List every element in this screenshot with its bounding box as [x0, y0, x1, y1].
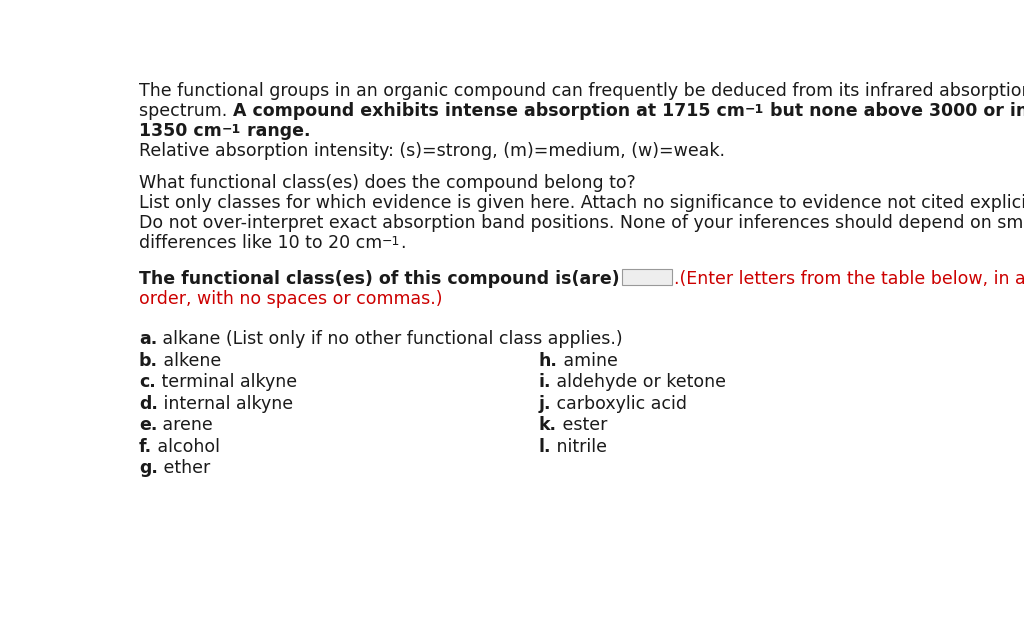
Text: −1: −1	[744, 103, 764, 116]
Text: aldehyde or ketone: aldehyde or ketone	[551, 373, 726, 391]
Text: g.: g.	[139, 459, 158, 478]
Text: .: .	[400, 234, 406, 252]
Text: i.: i.	[539, 373, 551, 391]
Text: e.: e.	[139, 417, 158, 434]
Text: amine: amine	[558, 352, 617, 370]
Text: a.: a.	[139, 330, 157, 348]
Text: k.: k.	[539, 417, 557, 434]
Text: −1: −1	[382, 235, 400, 248]
Text: c.: c.	[139, 373, 156, 391]
Text: 1350 cm: 1350 cm	[139, 122, 221, 140]
Text: nitrile: nitrile	[551, 438, 607, 456]
Text: h.: h.	[539, 352, 558, 370]
Text: differences like 10 to 20 cm: differences like 10 to 20 cm	[139, 234, 382, 252]
Text: ester: ester	[557, 417, 607, 434]
Text: internal alkyne: internal alkyne	[158, 395, 293, 413]
Text: but none above 3000 or in the 1000-: but none above 3000 or in the 1000-	[764, 102, 1024, 120]
Text: range.: range.	[241, 122, 310, 140]
Text: alkane (List only if no other functional class applies.): alkane (List only if no other functional…	[157, 330, 623, 348]
Text: f.: f.	[139, 438, 152, 456]
Text: alkene: alkene	[158, 352, 221, 370]
Text: Relative absorption intensity: (s)=strong, (m)=medium, (w)=weak.: Relative absorption intensity: (s)=stron…	[139, 142, 725, 160]
Text: order, with no spaces or commas.): order, with no spaces or commas.)	[139, 290, 442, 308]
Text: List only classes for which evidence is given here. Attach no significance to ev: List only classes for which evidence is …	[139, 194, 1024, 212]
Text: carboxylic acid: carboxylic acid	[551, 395, 687, 413]
Text: Do not over-interpret exact absorption band positions. None of your inferences s: Do not over-interpret exact absorption b…	[139, 214, 1024, 232]
Text: The functional class(es) of this compound is(are): The functional class(es) of this compoun…	[139, 270, 620, 288]
Text: ether: ether	[158, 459, 210, 478]
Text: b.: b.	[139, 352, 158, 370]
Text: terminal alkyne: terminal alkyne	[156, 373, 297, 391]
Text: What functional class(es) does the compound belong to?: What functional class(es) does the compo…	[139, 174, 636, 192]
Text: alcohol: alcohol	[152, 438, 220, 456]
Text: A compound exhibits intense absorption at 1715 cm: A compound exhibits intense absorption a…	[232, 102, 744, 120]
Text: The functional groups in an organic compound can frequently be deduced from its : The functional groups in an organic comp…	[139, 82, 1024, 100]
Text: .(Enter letters from the table below, in any: .(Enter letters from the table below, in…	[674, 270, 1024, 288]
Text: −1: −1	[221, 122, 241, 136]
Text: j.: j.	[539, 395, 551, 413]
Text: d.: d.	[139, 395, 158, 413]
Text: arene: arene	[158, 417, 213, 434]
Text: spectrum.: spectrum.	[139, 102, 232, 120]
Text: l.: l.	[539, 438, 551, 456]
Bar	[622, 268, 672, 286]
